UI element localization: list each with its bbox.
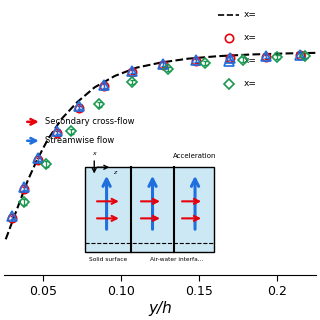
Text: x=: x= <box>244 79 257 88</box>
Text: x=: x= <box>244 56 257 66</box>
Text: Secondary cross-flow: Secondary cross-flow <box>45 117 134 126</box>
Text: x=: x= <box>244 11 257 20</box>
Text: Streamwise flow: Streamwise flow <box>45 136 114 145</box>
Text: x=: x= <box>244 34 257 43</box>
X-axis label: y/h: y/h <box>148 301 172 316</box>
